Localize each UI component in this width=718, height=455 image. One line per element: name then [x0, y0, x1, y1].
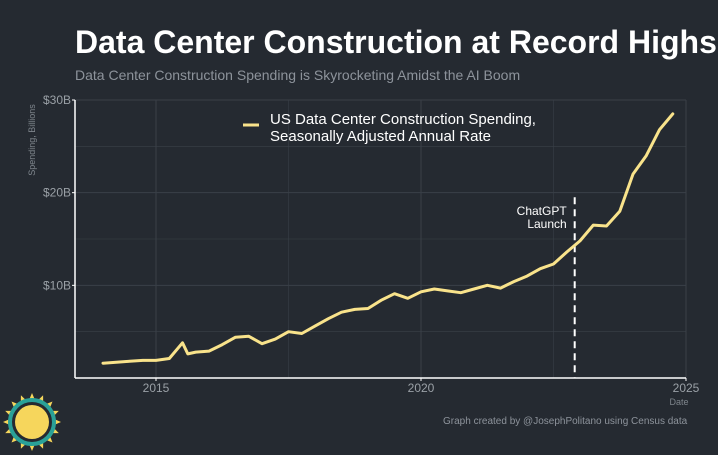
- legend: US Data Center Construction Spending, Se…: [243, 111, 536, 145]
- axes: [74, 100, 686, 379]
- annotation-label-line2: Launch: [527, 217, 566, 231]
- sun-ring-icon: [8, 398, 56, 446]
- chart-title: Data Center Construction at Record Highs: [75, 24, 717, 60]
- legend-label-line1: US Data Center Construction Spending,: [270, 111, 536, 128]
- sun-logo: [3, 393, 61, 451]
- x-axis-title: Date: [669, 397, 688, 407]
- tick-labels: $10B $20B $30B 2015 2020 2025: [43, 93, 700, 395]
- y-axis-title: Spending, Billions: [27, 104, 37, 176]
- chatgpt-annotation: ChatGPT Launch: [517, 197, 576, 378]
- y-tick-label: $30B: [43, 93, 71, 107]
- sun-icon: [15, 405, 49, 439]
- annotation-label-line1: ChatGPT: [517, 204, 568, 218]
- y-tick-label: $10B: [43, 278, 71, 292]
- series-line-data-center-spending: [101, 112, 675, 365]
- credit-text: Graph created by @JosephPolitano using C…: [443, 416, 688, 427]
- y-tick-label: $20B: [43, 186, 71, 200]
- x-tick-label: 2025: [673, 381, 700, 395]
- x-tick-label: 2015: [143, 381, 170, 395]
- chart-subtitle: Data Center Construction Spending is Sky…: [75, 67, 521, 83]
- x-tick-label: 2020: [408, 381, 435, 395]
- legend-label-line2: Seasonally Adjusted Annual Rate: [270, 128, 491, 145]
